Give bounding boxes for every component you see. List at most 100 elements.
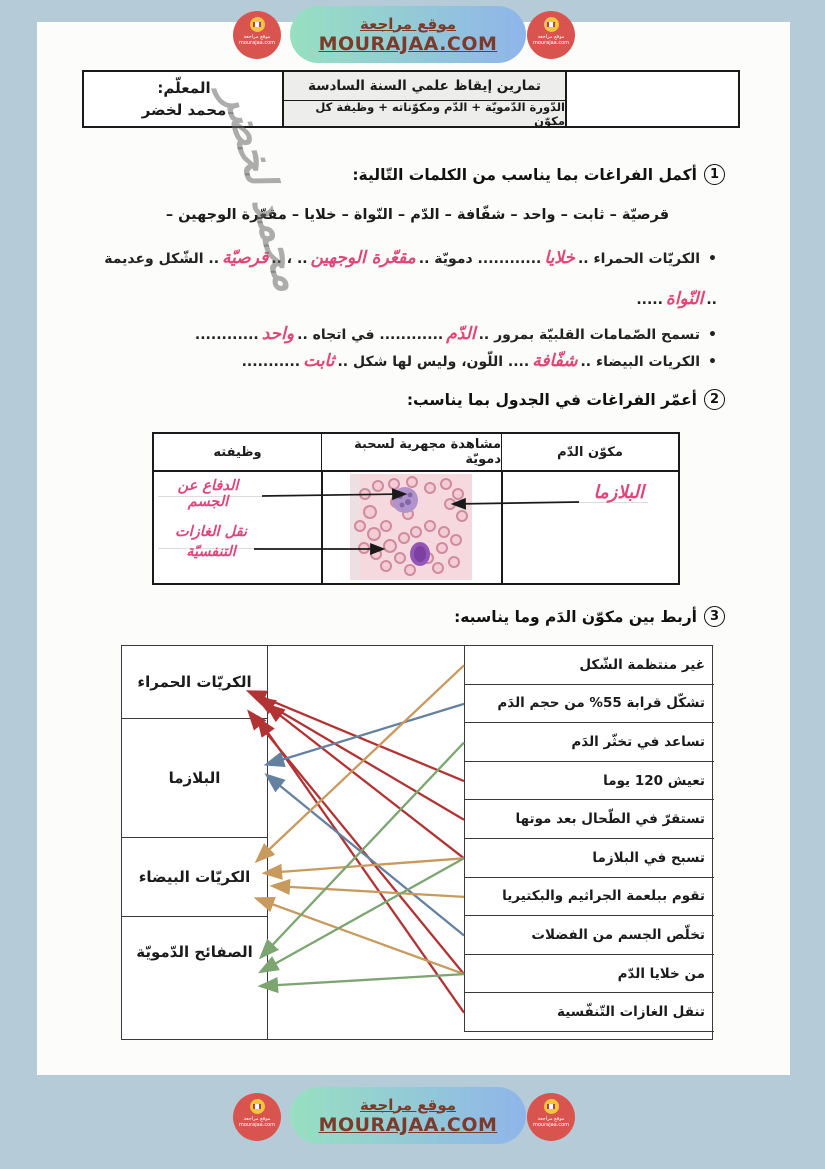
match-line xyxy=(253,896,465,976)
logo-text-ar: موقع مراجعة xyxy=(243,1116,271,1122)
handwritten-answer: شفّافة xyxy=(532,351,578,371)
logo-text-ar: موقع مراجعة xyxy=(243,34,271,40)
components-column: الكريّات الحمراء البلازما الكريّات البيضاء… xyxy=(122,646,268,1039)
book-icon xyxy=(249,17,265,32)
lymphocyte-cell xyxy=(410,542,430,566)
match-line xyxy=(247,709,465,975)
exercise3-number: 3 xyxy=(704,606,725,627)
description-4: تستقرّ في الطّحال بعد موتها xyxy=(465,800,714,839)
bullet-icon: • xyxy=(708,327,717,343)
info-table: تمارين إيقاظ علمي السنة السادسة الدّورة … xyxy=(82,70,740,128)
match-line xyxy=(255,696,465,821)
match-line xyxy=(263,702,465,767)
fill-blank-item: • تسمح الصّمامات القلبيّة بمرور ..الدّم..… xyxy=(100,314,717,355)
handwritten-answer: النّواة xyxy=(665,289,704,309)
description-7: تخلّص الجسم من الفضلات xyxy=(465,916,714,955)
logo-text-ar: موقع مراجعة xyxy=(537,1116,565,1122)
logo-text-url: mourajaa.com xyxy=(533,1122,570,1128)
column-header-observation: مشاهدة مجهرية لسحبة دمويّة xyxy=(321,434,501,472)
match-line xyxy=(261,857,465,880)
brand-banner: موقع مراجعة MOURAJAA.COM xyxy=(290,6,526,63)
exercise3-title: 3 أربط بين مكوّن الدَم وما يناسبه: xyxy=(454,606,725,627)
descriptions-column: غير منتظمة الشّكل تشكّل قرابة 55% من حجم … xyxy=(464,646,714,1032)
function-answer-gases: نقل الغازات التنفسيّة xyxy=(175,524,247,560)
site-url: MOURAJAA.COM xyxy=(318,1113,498,1136)
site-logo: موقع مراجعة mourajaa.com xyxy=(233,11,281,59)
blank-text: تسمح الصّمامات القلبيّة بمرور .. xyxy=(478,327,701,343)
exercise1-number: 1 xyxy=(704,164,725,185)
column-header-function: وظيفته xyxy=(154,434,321,472)
book-icon xyxy=(249,1099,265,1114)
blank-text: ............ في اتجاه .. xyxy=(297,327,444,343)
blank-text: الكريّات الحمراء .. xyxy=(577,251,701,267)
site-logo: موقع مراجعة mourajaa.com xyxy=(527,1093,575,1141)
teacher-label: المعلّم: xyxy=(157,79,211,97)
component-3: الصفائح الدّمويّة xyxy=(136,943,253,961)
description-8: من خلايا الدّم xyxy=(465,955,714,994)
info-subject-cell: تمارين إيقاظ علمي السنة السادسة الدّورة … xyxy=(282,72,565,128)
answer-line xyxy=(518,502,648,503)
blank-text: ........... xyxy=(241,354,301,370)
description-1: تشكّل قرابة 55% من حجم الدَم xyxy=(465,685,714,724)
match-line xyxy=(264,773,465,937)
fill-blank-item: •الكريّات الحمراء ..خلايا............ دم… xyxy=(100,238,717,320)
handwritten-answer: الدّم xyxy=(446,324,476,344)
site-logo: موقع مراجعة mourajaa.com xyxy=(527,11,575,59)
teacher-cell: المعلّم: محمد لخضر xyxy=(84,72,284,126)
subject-line-1: تمارين إيقاظ علمي السنة السادسة xyxy=(284,72,565,101)
exercise2-number: 2 xyxy=(704,389,725,410)
subject-line-2: الدّورة الدّمويّة + الدّم ومكوّناته + وظ… xyxy=(315,100,565,128)
logo-text-url: mourajaa.com xyxy=(533,40,570,46)
description-6: تقوم ببلعمة الجراثيم والبكتيريا xyxy=(465,878,714,917)
component-answer: البلازما xyxy=(593,482,644,503)
exercise2-title-text: أعمّر الفراغات في الجدول بما يناسب: xyxy=(406,390,697,409)
white-blood-cell xyxy=(392,487,418,513)
match-line xyxy=(254,664,465,864)
handwritten-answer: واحد xyxy=(261,324,295,344)
exercise1-title: 1 أكمل الفراغات بما يناسب من الكلمات الت… xyxy=(352,164,725,185)
component-0: الكريّات الحمراء xyxy=(122,646,267,719)
brand-banner: موقع مراجعة MOURAJAA.COM xyxy=(290,1087,526,1144)
handwritten-answer: قرصيّة xyxy=(222,248,269,268)
match-line xyxy=(269,878,465,899)
handwritten-answer: خلايا xyxy=(544,248,575,268)
answer-line xyxy=(158,548,262,549)
description-2: تساعد في تخثّر الدَم xyxy=(465,723,714,762)
match-line xyxy=(245,690,465,783)
fill-blank-item: • الكريات البيضاء ..شفّافة.... اللّون، ول… xyxy=(100,341,717,382)
logo-text-url: mourajaa.com xyxy=(239,40,276,46)
match-line xyxy=(256,716,465,1014)
blood-smear-image xyxy=(350,474,472,580)
description-3: تعيش 120 يوما xyxy=(465,762,714,801)
function-answer-defense: الدفاع عن الجسم xyxy=(177,478,239,510)
site-name-arabic: موقع مراجعة xyxy=(359,14,457,33)
blank-text: .. ، .. xyxy=(271,251,308,267)
exercise1-title-text: أكمل الفراغات بما يناسب من الكلمات التّا… xyxy=(352,165,697,184)
site-logo: موقع مراجعة mourajaa.com xyxy=(233,1093,281,1141)
book-icon xyxy=(543,1099,559,1114)
fill-blank-text: الكريات البيضاء ..شفّافة.... اللّون، ولي… xyxy=(241,351,701,371)
blank-text: الكريات البيضاء .. xyxy=(580,354,701,370)
blank-text: .... اللّون، وليس لها شكل .. xyxy=(337,354,530,370)
matching-exercise: الكريّات الحمراء البلازما الكريّات البيضاء… xyxy=(121,645,714,1040)
bullet-icon: • xyxy=(708,251,717,267)
description-9: تنقل الغازات التّنفّسية xyxy=(465,993,714,1032)
blank-text: ..... xyxy=(636,292,663,308)
table-divider xyxy=(321,472,323,583)
word-bank: قرصيّة – ثابت – واحد – شفّافة – الدّم – … xyxy=(165,207,670,223)
info-empty-cell xyxy=(565,72,738,126)
component-1: البلازما xyxy=(122,719,267,838)
table-divider xyxy=(501,472,503,583)
fill-blank-text: تسمح الصّمامات القلبيّة بمرور ..الدّم...… xyxy=(195,324,701,344)
match-line xyxy=(258,741,465,960)
match-line xyxy=(257,857,465,974)
column-header-component: مكوّن الدّم xyxy=(501,434,678,472)
component-2: الكريّات البيضاء xyxy=(122,838,267,917)
site-url: MOURAJAA.COM xyxy=(318,32,498,55)
blank-text: .. الشّكل وعديمة .. xyxy=(104,251,717,308)
exercise3-title-text: أربط بين مكوّن الدَم وما يناسبه: xyxy=(454,607,697,626)
description-0: غير منتظمة الشّكل xyxy=(465,646,714,685)
blood-components-table: مكوّن الدّم مشاهدة مجهرية لسحبة دمويّة و… xyxy=(152,432,680,585)
logo-text-ar: موقع مراجعة xyxy=(537,34,565,40)
